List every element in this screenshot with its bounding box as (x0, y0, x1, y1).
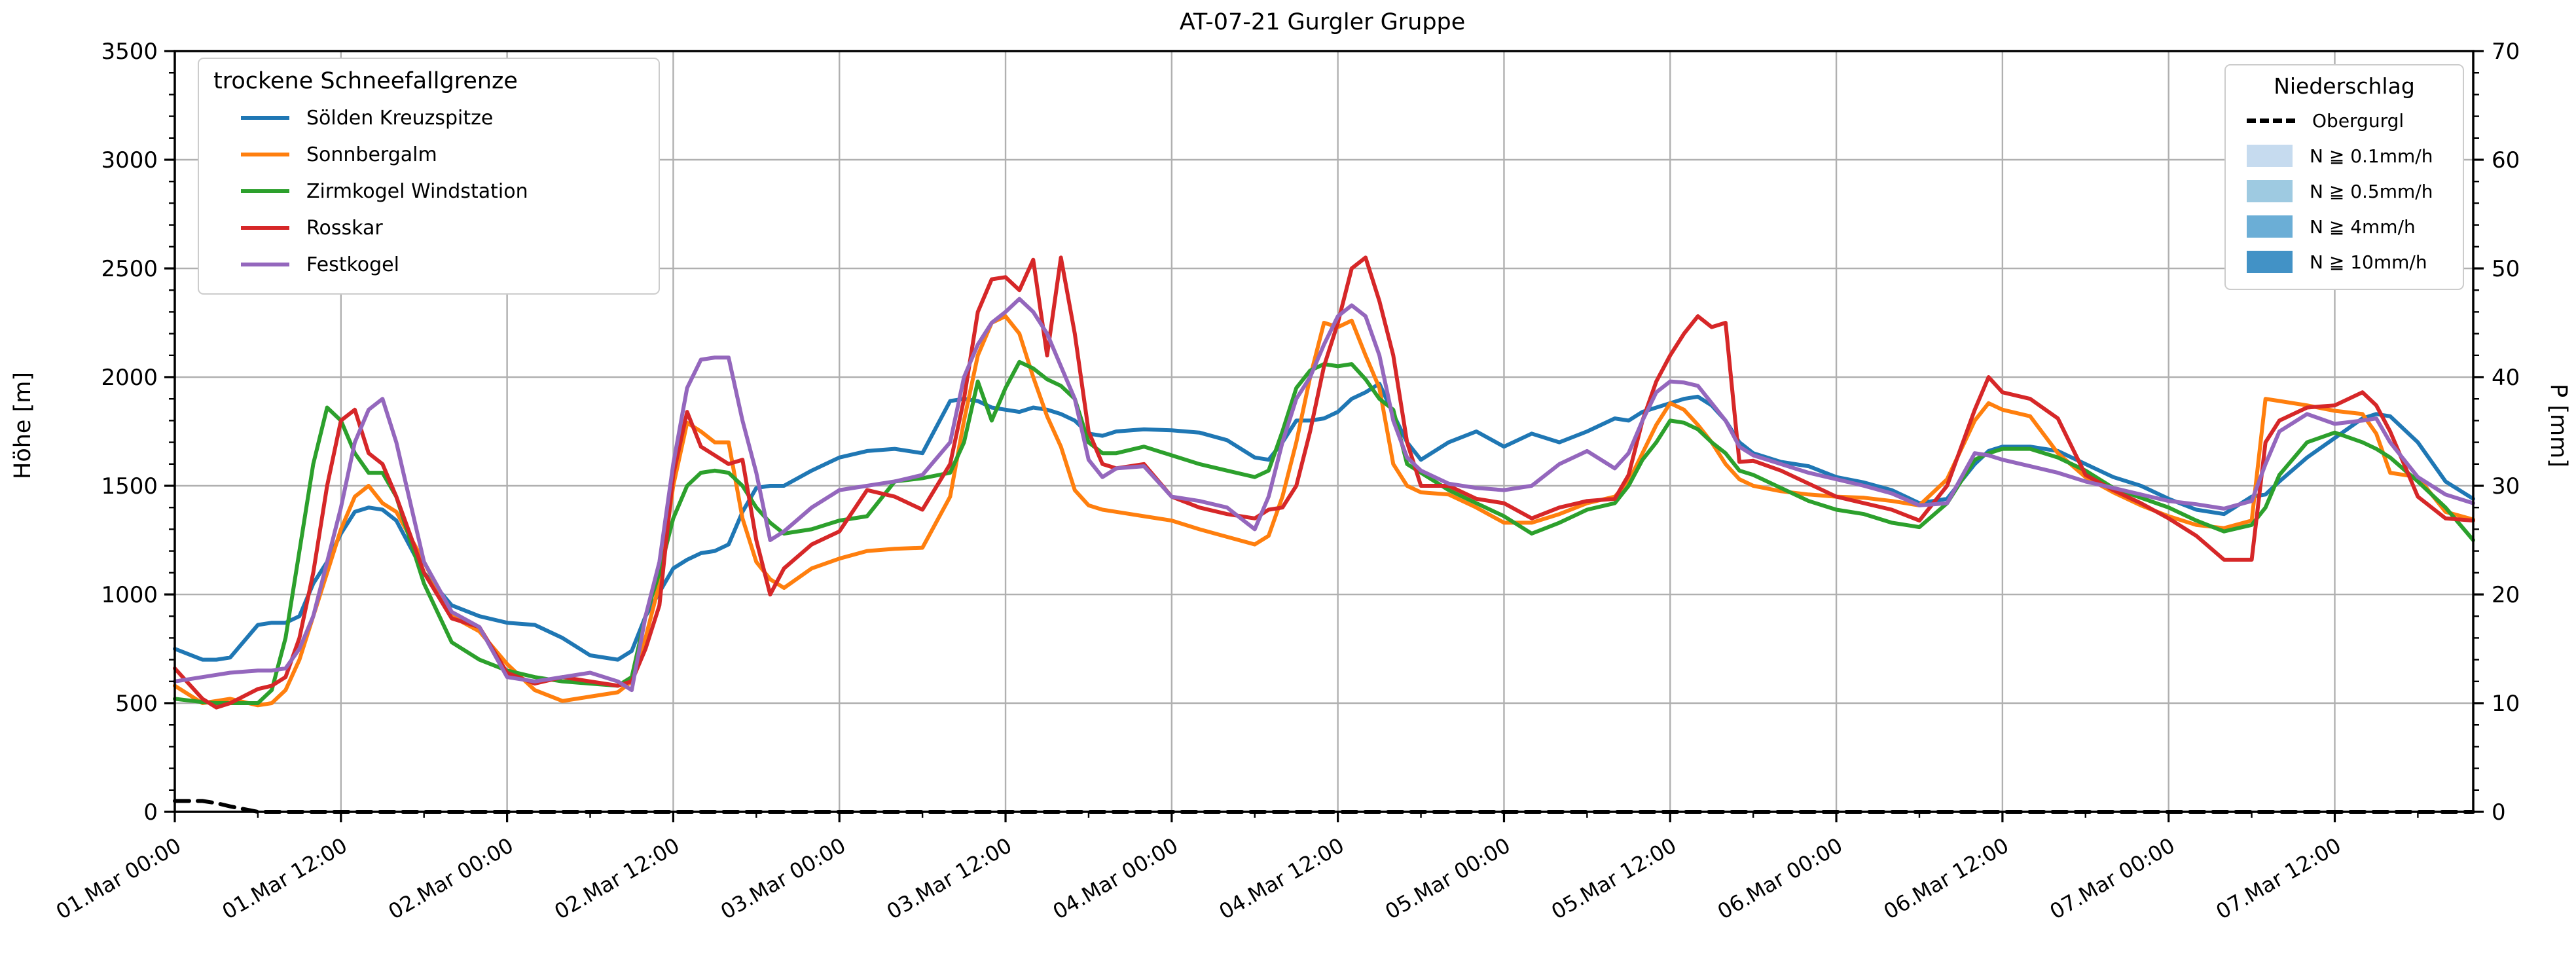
svg-text:02.Mar 00:00: 02.Mar 00:00 (384, 833, 518, 924)
svg-text:06.Mar 00:00: 06.Mar 00:00 (1713, 833, 1847, 924)
svg-text:60: 60 (2492, 147, 2520, 173)
svg-text:07.Mar 00:00: 07.Mar 00:00 (2046, 833, 2179, 924)
svg-text:07.Mar 12:00: 07.Mar 12:00 (2211, 833, 2345, 924)
line-swatch-icon (241, 226, 289, 230)
svg-text:30: 30 (2492, 473, 2520, 500)
svg-text:70: 70 (2492, 39, 2520, 65)
legend-item-rosskar: Rosskar (213, 210, 644, 246)
svg-text:03.Mar 00:00: 03.Mar 00:00 (716, 833, 850, 924)
legend-item-label: N ≧ 0.5mm/h (2310, 180, 2433, 202)
svg-text:10: 10 (2492, 691, 2520, 717)
series-lines (173, 255, 2475, 814)
svg-text:04.Mar 00:00: 04.Mar 00:00 (1049, 833, 1182, 924)
svg-text:50: 50 (2492, 256, 2520, 282)
legend-item-soelden-kreuzspitze: Sölden Kreuzspitze (213, 100, 644, 136)
legend-item-precip-05: N ≧ 0.5mm/h (2238, 173, 2451, 209)
legend-item-label: N ≧ 0.1mm/h (2310, 145, 2433, 167)
svg-text:01.Mar 12:00: 01.Mar 12:00 (218, 833, 352, 924)
legend-item-label: Sonnbergalm (306, 143, 437, 166)
series-line-zirmkogel-windstation (173, 359, 2475, 705)
series-line-s-lden-kreuzspitze (173, 382, 2475, 662)
legend-item-precip-10: N ≧ 10mm/h (2238, 244, 2451, 280)
legend-title: trockene Schneefallgrenze (213, 68, 518, 94)
legend-item-sonnbergalm: Sonnbergalm (213, 136, 644, 173)
svg-text:1500: 1500 (101, 473, 158, 500)
legend-item-festkogel: Festkogel (213, 246, 644, 283)
svg-text:06.Mar 12:00: 06.Mar 12:00 (1879, 833, 2013, 924)
legend-precipitation: Niederschlag Obergurgl N ≧ 0.1mm/h N ≧ 0… (2224, 64, 2464, 290)
legend-item-label: Zirmkogel Windstation (306, 179, 528, 203)
legend-snowfall-line: trockene Schneefallgrenze Sölden Kreuzsp… (198, 58, 660, 295)
svg-text:20: 20 (2492, 582, 2520, 608)
dashed-line-swatch-icon (2247, 118, 2295, 123)
legend-item-label: N ≧ 4mm/h (2310, 215, 2416, 238)
line-swatch-icon (241, 189, 289, 193)
y-axis-label-right: P [mm] (2545, 384, 2571, 467)
color-patch-icon (2247, 251, 2293, 273)
legend-item-zirmkogel-windstation: Zirmkogel Windstation (213, 173, 644, 210)
legend-item-label: Rosskar (306, 216, 383, 240)
svg-text:05.Mar 12:00: 05.Mar 12:00 (1547, 833, 1680, 924)
svg-text:40: 40 (2492, 365, 2520, 391)
legend-item-precip-01: N ≧ 0.1mm/h (2238, 138, 2451, 173)
series-line-sonnbergalm (173, 314, 2475, 708)
line-swatch-icon (241, 263, 289, 266)
svg-text:04.Mar 12:00: 04.Mar 12:00 (1215, 833, 1349, 924)
svg-text:2000: 2000 (101, 365, 158, 391)
svg-text:500: 500 (115, 691, 158, 717)
y-axis-label-left: Höhe [m] (10, 372, 36, 479)
legend-item-precip-4: N ≧ 4mm/h (2238, 209, 2451, 244)
legend-item-label: Obergurgl (2312, 109, 2404, 132)
svg-text:3000: 3000 (101, 147, 158, 173)
svg-text:01.Mar 00:00: 01.Mar 00:00 (52, 833, 185, 924)
color-patch-icon (2247, 215, 2293, 238)
series-line-obergurgl (173, 799, 2475, 814)
legend-item-label: Festkogel (306, 253, 399, 276)
svg-text:2500: 2500 (101, 256, 158, 282)
legend-item-obergurgl: Obergurgl (2238, 103, 2451, 138)
plot-frame (173, 50, 2475, 813)
color-patch-icon (2247, 180, 2293, 202)
line-swatch-icon (241, 153, 289, 156)
legend-item-label: N ≧ 10mm/h (2310, 251, 2427, 273)
axis-ticks (164, 50, 2484, 822)
legend-item-label: Sölden Kreuzspitze (306, 106, 494, 130)
series-line-festkogel (173, 297, 2475, 693)
svg-text:3500: 3500 (101, 39, 158, 65)
svg-text:1000: 1000 (101, 582, 158, 608)
svg-text:0: 0 (143, 799, 158, 826)
color-patch-icon (2247, 145, 2293, 167)
svg-text:0: 0 (2492, 799, 2506, 826)
svg-text:03.Mar 12:00: 03.Mar 12:00 (882, 833, 1016, 924)
legend-title: Niederschlag (2274, 73, 2415, 99)
svg-text:05.Mar 00:00: 05.Mar 00:00 (1381, 833, 1514, 924)
svg-text:02.Mar 12:00: 02.Mar 12:00 (550, 833, 683, 924)
line-swatch-icon (241, 116, 289, 120)
chart-title: AT-07-21 Gurgler Gruppe (1179, 9, 1466, 35)
